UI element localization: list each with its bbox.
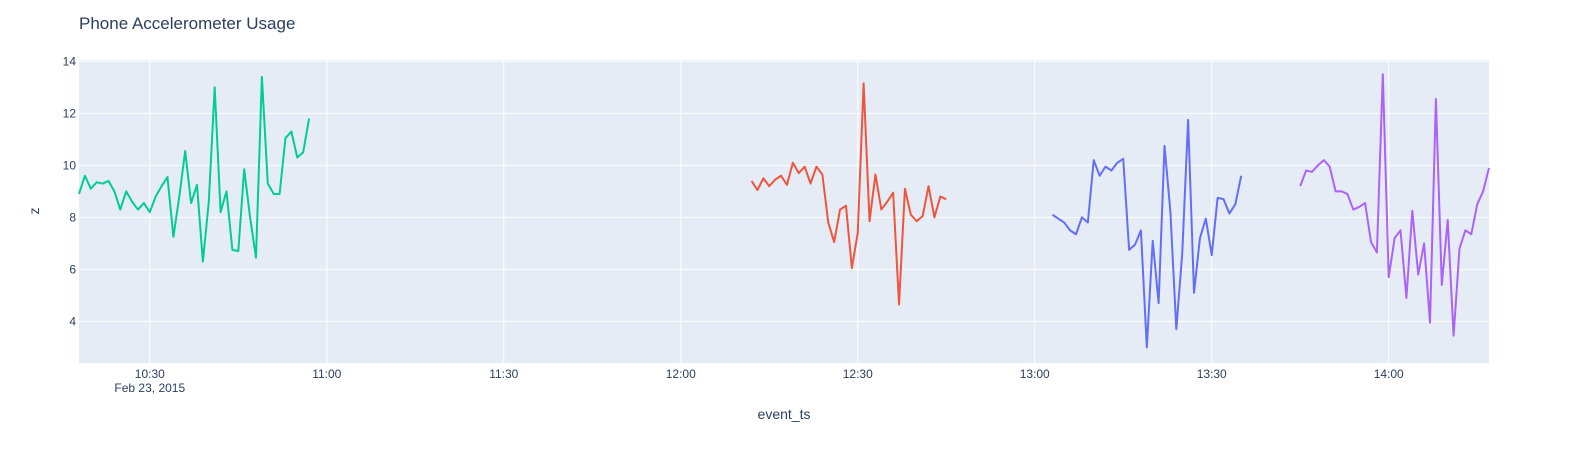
plot-area bbox=[79, 60, 1489, 363]
chart-title: Phone Accelerometer Usage bbox=[79, 14, 295, 33]
y-tick-label: 4 bbox=[69, 314, 76, 328]
y-axis-title: z bbox=[26, 208, 42, 215]
data-line bbox=[1051, 118, 1243, 349]
data-line bbox=[750, 82, 947, 306]
x-tick-label: 14:00 bbox=[1374, 367, 1404, 381]
data-line bbox=[1299, 73, 1490, 337]
x-tick-label: 13:00 bbox=[1020, 367, 1050, 381]
y-tick-label: 6 bbox=[69, 262, 76, 276]
x-tick-label: 10:30 bbox=[135, 367, 165, 381]
data-line bbox=[78, 75, 311, 263]
x-axis-title: event_ts bbox=[758, 406, 811, 422]
y-tick-label: 8 bbox=[69, 210, 76, 224]
y-tick-label: 14 bbox=[63, 54, 77, 68]
x-tick-label: 11:30 bbox=[489, 367, 518, 381]
y-tick-label: 10 bbox=[63, 158, 77, 172]
x-tick-label: 12:30 bbox=[843, 367, 873, 381]
x-tick-date: Feb 23, 2015 bbox=[114, 381, 185, 395]
x-tick-label: 13:30 bbox=[1197, 367, 1227, 381]
x-tick-label: 12:00 bbox=[666, 367, 696, 381]
y-tick-label: 12 bbox=[63, 106, 77, 120]
x-tick-label: 11:00 bbox=[312, 367, 341, 381]
